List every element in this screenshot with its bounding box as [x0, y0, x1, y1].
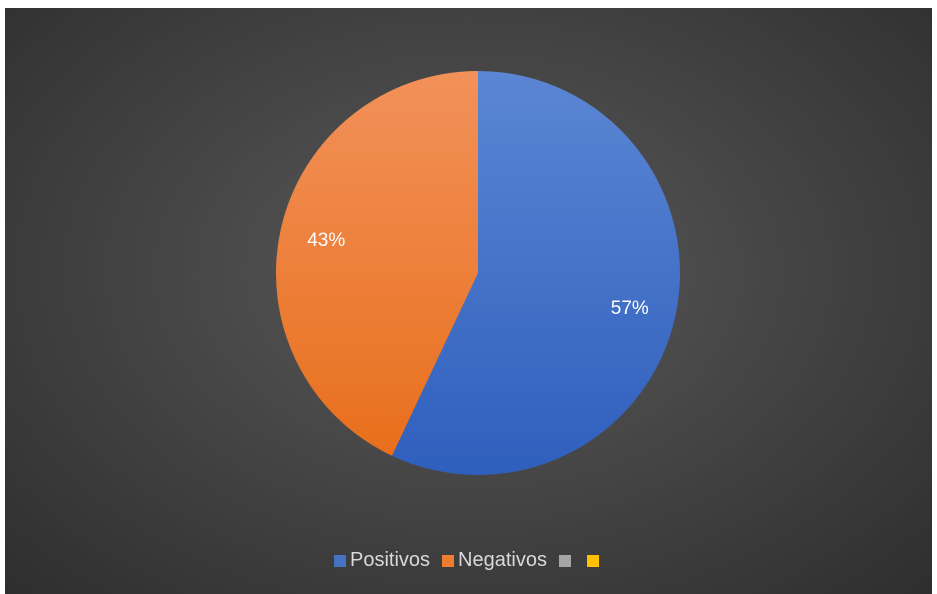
data-label-negativos: 43%: [307, 230, 345, 251]
legend-swatch-negativos: [442, 554, 455, 567]
chart-legend: Positivos Negativos: [5, 549, 932, 572]
chart-area: 57% 43% Positivos Negativos: [5, 8, 932, 594]
legend-entry-negativos: Negativos: [442, 549, 547, 572]
data-label-positivos: 57%: [611, 298, 649, 319]
legend-entry-3: [558, 554, 575, 567]
legend-entry-4: [586, 554, 603, 567]
legend-entry-positivos: Positivos: [334, 549, 430, 572]
legend-swatch-positivos: [334, 554, 347, 567]
pie-chart: 57% 43%: [276, 71, 680, 475]
legend-swatch-4: [586, 554, 599, 567]
legend-label-positivos: Positivos: [350, 549, 431, 571]
pie-slice-positivos: [391, 71, 680, 475]
legend-swatch-3: [558, 554, 571, 567]
pie-slice-negativos: [276, 71, 478, 456]
legend-label-negativos: Negativos: [458, 549, 547, 571]
